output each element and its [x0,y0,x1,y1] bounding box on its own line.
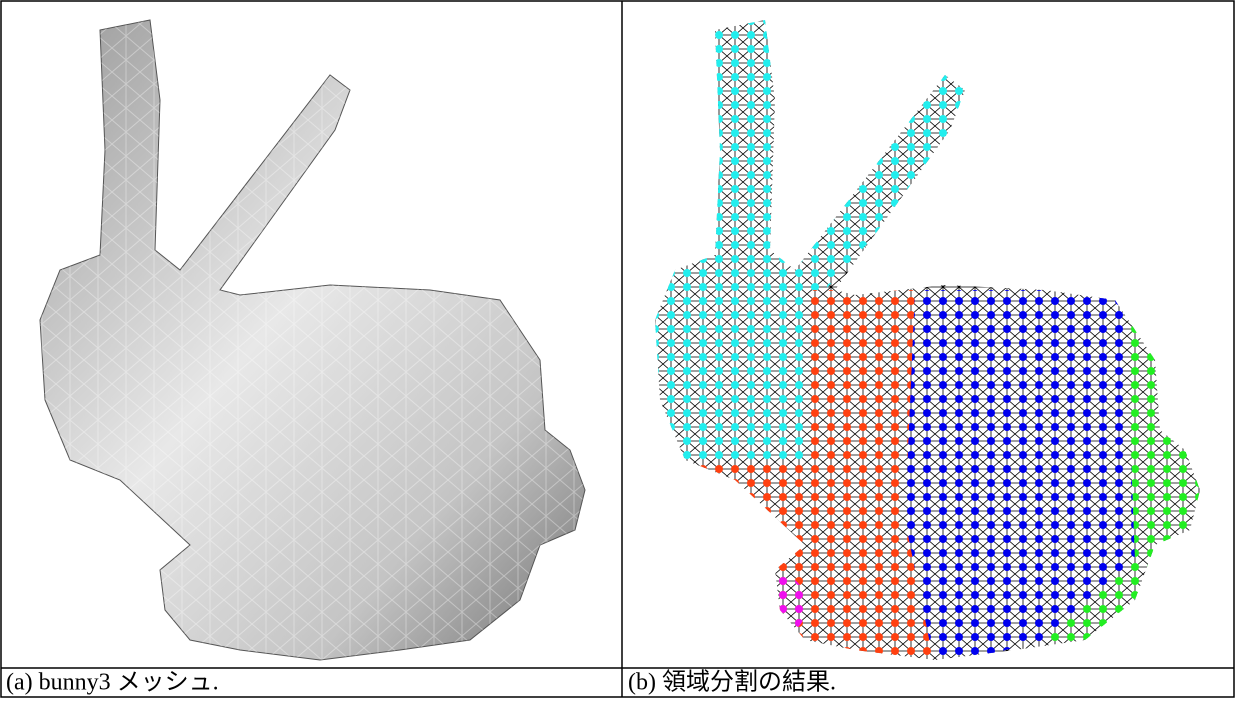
caption: (a) bunny3 メッシュ. [6,670,219,696]
caption: (b) 領域分割の結果. [628,669,836,696]
region-magenta [743,573,807,637]
shaded-mesh [40,20,585,660]
figure: (a) bunny3 メッシュ. (b) 領域分割の結果. [0,0,1235,698]
page: (a) bunny3 メッシュ. (b) 領域分割の結果. (() => { c… [0,0,1235,698]
segmented-mesh [615,0,1235,668]
